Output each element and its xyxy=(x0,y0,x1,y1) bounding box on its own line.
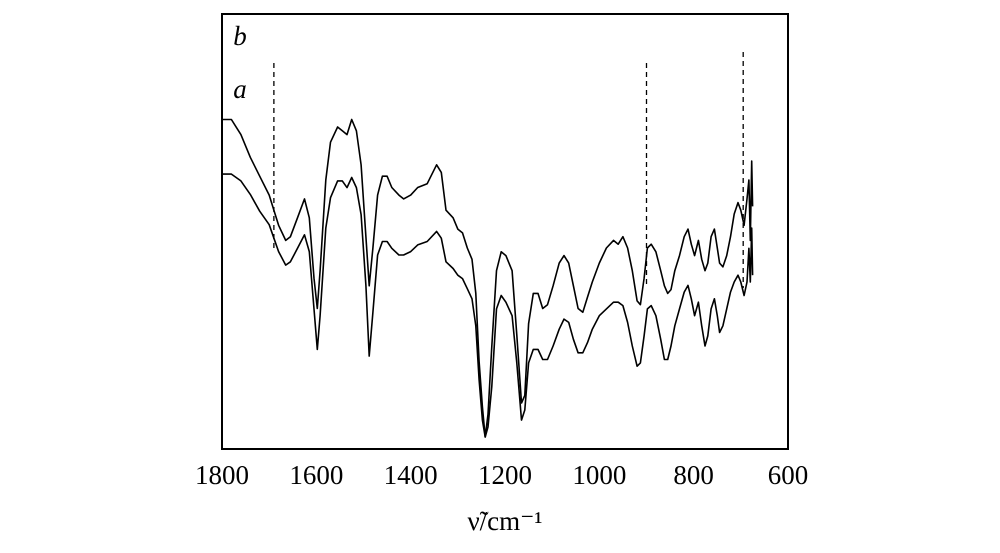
x-tick-label: 600 xyxy=(768,460,809,490)
series-label-b: b xyxy=(233,21,247,51)
x-tick-label: 1200 xyxy=(478,460,532,490)
series-label-a: a xyxy=(233,74,247,104)
x-tick-label: 1400 xyxy=(384,460,438,490)
x-tick-label: 1800 xyxy=(195,460,249,490)
x-tick-label: 1000 xyxy=(572,460,626,490)
spectrum-curves xyxy=(222,118,754,438)
spectrum-line-a xyxy=(222,173,754,438)
x-axis-ticks: 1800 1600 1400 1200 1000 800 600 xyxy=(195,460,808,490)
series-labels: ba xyxy=(233,21,247,104)
plot-frame xyxy=(221,13,789,450)
x-axis-title: ν̃/cm⁻¹ xyxy=(467,506,542,536)
x-tick-label: 800 xyxy=(673,460,714,490)
x-tick-label: 1600 xyxy=(289,460,343,490)
reference-lines xyxy=(273,52,744,288)
spectrum-line-b xyxy=(222,118,754,438)
